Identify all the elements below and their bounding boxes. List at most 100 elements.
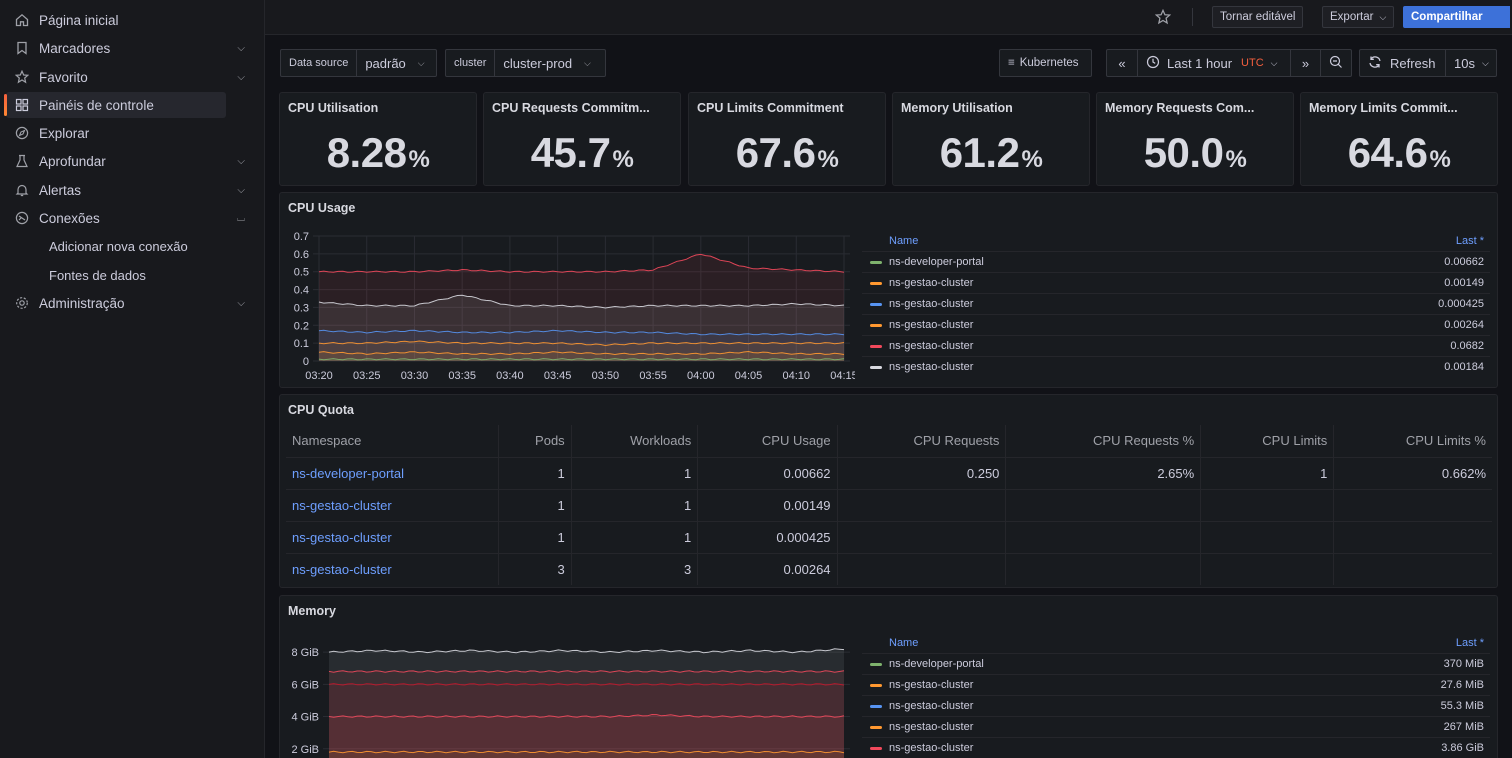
column-header[interactable]: Pods <box>498 425 572 458</box>
legend-swatch <box>870 366 882 369</box>
legend-last-value: 27.6 MiB <box>1440 679 1484 691</box>
legend-row[interactable]: ns-gestao-cluster 0.00149 <box>862 272 1490 293</box>
legend-last-value: 0.00662 <box>1444 256 1484 268</box>
namespace-link[interactable]: ns-developer-portal <box>286 457 499 490</box>
namespace-link[interactable]: ns-gestao-cluster <box>286 521 499 554</box>
cluster-select[interactable]: cluster-prod ⌵ <box>495 50 598 76</box>
sidebar-item-alerts[interactable]: Alertas ⌵ <box>6 177 245 203</box>
chevron-down-icon: ⌵ <box>584 57 591 68</box>
series-line[interactable] <box>318 358 845 361</box>
stat-panel-cpu-limits-commitment[interactable]: CPU Limits Commitment 67.6% <box>688 92 886 186</box>
star-icon[interactable] <box>1154 8 1172 28</box>
time-forward-button[interactable]: » <box>1291 50 1321 76</box>
chevron-down-icon[interactable]: ⌵ <box>237 184 245 196</box>
series-area <box>329 670 844 758</box>
table-cell: 1 <box>571 489 699 522</box>
sidebar-item-bookmarks[interactable]: Marcadores ⌵ <box>6 35 245 61</box>
chevron-down-icon[interactable]: ⌵ <box>237 297 245 309</box>
legend-name-header[interactable]: Name <box>889 637 919 649</box>
series-line[interactable] <box>318 329 845 336</box>
sidebar-item-administration[interactable]: Administração ⌵ <box>6 290 245 316</box>
sidebar-item-explore[interactable]: Explorar <box>6 120 226 146</box>
time-back-button[interactable]: « <box>1107 50 1138 76</box>
legend-series-name: ns-developer-portal <box>889 658 984 670</box>
make-editable-button[interactable]: Tornar editável <box>1212 6 1304 28</box>
legend-row[interactable]: ns-developer-portal 370 MiB <box>862 653 1490 674</box>
legend-row[interactable]: ns-gestao-cluster 0.00264 <box>862 314 1490 335</box>
chevron-up-icon[interactable]: ⌴ <box>237 212 245 224</box>
sidebar-item-dashboards[interactable]: Painéis de controle <box>4 92 226 118</box>
chevron-down-icon[interactable]: ⌵ <box>237 71 245 83</box>
legend-row[interactable]: ns-gestao-cluster 3.86 GiB <box>862 737 1490 758</box>
column-header[interactable]: Workloads <box>571 425 699 458</box>
stat-panel-memory-requests-commitment[interactable]: Memory Requests Com... 50.0% <box>1096 92 1294 186</box>
refresh-interval-select[interactable]: 10s ⌵ <box>1446 50 1496 76</box>
stat-panel-cpu-requests-commitment[interactable]: CPU Requests Commitm... 45.7% <box>483 92 681 186</box>
legend-last-header[interactable]: Last * <box>1455 637 1484 649</box>
stat-panel-cpu-utilisation[interactable]: CPU Utilisation 8.28% <box>279 92 477 186</box>
legend-row[interactable]: ns-gestao-cluster 0.00184 <box>862 356 1490 377</box>
legend-last-value: 3.86 GiB <box>1441 742 1484 754</box>
x-tick-label: 03:25 <box>353 370 381 382</box>
sidebar-subitem-add-connection[interactable]: Adicionar nova conexão <box>49 239 188 254</box>
legend-row[interactable]: ns-gestao-cluster 27.6 MiB <box>862 674 1490 695</box>
x-tick-label: 04:10 <box>783 370 811 382</box>
sidebar-item-favorites[interactable]: Favorito ⌵ <box>6 64 245 90</box>
sidebar-item-drilldown[interactable]: Aprofundar ⌵ <box>6 148 245 174</box>
column-header[interactable]: CPU Limits % <box>1333 425 1492 458</box>
legend-name-header[interactable]: Name <box>889 235 919 247</box>
datasource-variable[interactable]: Data source padrão ⌵ <box>280 49 437 77</box>
table-cell <box>1005 553 1202 585</box>
chevron-down-icon[interactable]: ⌵ <box>237 155 245 167</box>
cpu-usage-panel[interactable]: CPU Usage 0 0.1 0.2 0.3 0.4 0.5 0.6 0.7 03:20 03:… <box>279 192 1498 388</box>
series-line[interactable] <box>318 340 845 347</box>
series-line[interactable] <box>318 294 845 309</box>
legend-row[interactable]: ns-gestao-cluster 55.3 MiB <box>862 695 1490 716</box>
cluster-variable[interactable]: cluster cluster-prod ⌵ <box>445 49 606 77</box>
legend-last-value: 55.3 MiB <box>1440 700 1484 712</box>
series-line[interactable] <box>328 670 845 673</box>
memory-panel[interactable]: Memory 2 GiB 4 GiB 6 GiB 8 GiB Name Last * … <box>279 595 1498 758</box>
series-line[interactable] <box>328 713 845 718</box>
series-area <box>319 358 844 361</box>
column-header[interactable]: CPU Requests % <box>1005 425 1202 458</box>
table-cell: 3 <box>498 553 572 585</box>
namespace-link[interactable]: ns-gestao-cluster <box>286 489 499 522</box>
series-line[interactable] <box>328 648 845 654</box>
cpu-usage-chart[interactable]: 0 0.1 0.2 0.3 0.4 0.5 0.6 0.7 03:20 03:25 03:30 03:… <box>280 223 855 385</box>
legend-row[interactable]: ns-gestao-cluster 0.0682 <box>862 335 1490 356</box>
stat-panel-memory-utilisation[interactable]: Memory Utilisation 61.2% <box>892 92 1090 186</box>
y-tick-label: 4 GiB <box>291 712 319 724</box>
star-icon <box>14 69 30 85</box>
legend-row[interactable]: ns-gestao-cluster 267 MiB <box>862 716 1490 737</box>
column-header[interactable]: CPU Limits <box>1200 425 1335 458</box>
legend-row[interactable]: ns-gestao-cluster 0.000425 <box>862 293 1490 314</box>
sidebar-item-home[interactable]: Página inicial <box>6 7 226 33</box>
legend-last-header[interactable]: Last * <box>1455 235 1484 247</box>
datasource-select[interactable]: padrão ⌵ <box>357 50 432 76</box>
series-line[interactable] <box>318 253 845 273</box>
zoom-out-button[interactable] <box>1321 50 1351 76</box>
namespace-link[interactable]: ns-gestao-cluster <box>286 553 499 585</box>
series-line[interactable] <box>318 350 845 356</box>
stat-unit: % <box>408 146 430 173</box>
column-header[interactable]: Namespace <box>286 425 499 458</box>
export-button[interactable]: Exportar ⌵ <box>1322 6 1395 28</box>
share-button[interactable]: Compartilhar <box>1403 6 1510 28</box>
stat-number: 45.7 <box>530 129 611 176</box>
legend-row[interactable]: ns-developer-portal 0.00662 <box>862 251 1490 272</box>
table-cell: 0.00662 <box>697 457 838 490</box>
sidebar-subitem-data-sources[interactable]: Fontes de dados <box>49 268 146 283</box>
chevron-down-icon[interactable]: ⌵ <box>237 42 245 54</box>
refresh-button[interactable]: Refresh <box>1360 50 1446 76</box>
column-header[interactable]: CPU Requests <box>837 425 1007 458</box>
series-line[interactable] <box>328 750 845 754</box>
table-cell: 0.00149 <box>697 489 838 522</box>
stat-panel-memory-limits-commitment[interactable]: Memory Limits Commit... 64.6% <box>1300 92 1498 186</box>
column-header[interactable]: CPU Usage <box>697 425 838 458</box>
kubernetes-link-button[interactable]: ≡ Kubernetes <box>999 49 1092 77</box>
time-range-button[interactable]: Last 1 hour UTC ⌵ <box>1138 50 1291 76</box>
series-line[interactable] <box>328 683 845 686</box>
memory-chart[interactable]: 2 GiB 4 GiB 6 GiB 8 GiB <box>280 626 855 758</box>
sidebar-item-connections[interactable]: Conexões ⌴ <box>6 205 245 231</box>
